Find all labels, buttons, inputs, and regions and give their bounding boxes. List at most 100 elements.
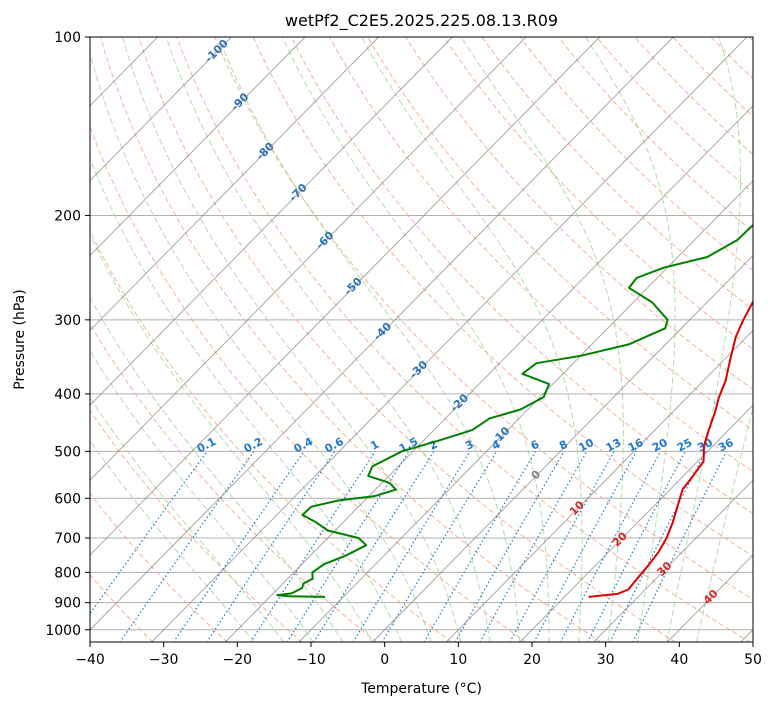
x-axis-ticks: −40 −30 −20 −10 0 10 20 30 40 50 (75, 642, 762, 668)
plot-frame (89, 36, 754, 643)
dry-adiabat (290, 37, 753, 515)
dry-adiabat (252, 37, 753, 557)
moist-adiabat (122, 37, 462, 642)
mixing-ratio-line (313, 450, 435, 642)
moist-adiabat (361, 37, 583, 642)
isotherm-line (90, 37, 674, 631)
y-tick-label: 400 (54, 387, 81, 403)
dry-adiabat (90, 409, 303, 642)
dry-adiabat (443, 37, 753, 350)
isotherm-line (298, 179, 753, 642)
moist-adiabat (90, 233, 373, 642)
mixing-ratio-label: 30 (695, 436, 715, 455)
isotherm-line (90, 37, 306, 257)
mixing-ratio-line (90, 450, 208, 615)
dry-adiabat (90, 229, 453, 642)
y-axis-label: Pressure (hPa) (12, 289, 28, 389)
isotherm-line (90, 37, 232, 182)
dry-adiabats (90, 37, 753, 642)
chart-title: wetPf2_C2E5.2025.225.08.13.R09 (285, 11, 558, 31)
x-tick-label: 10 (449, 652, 467, 668)
dewpoint-profile-line (276, 223, 753, 598)
y-tick-label: 200 (54, 208, 81, 224)
x-tick-label: 40 (670, 652, 688, 668)
mixing-ratio-label: 13 (604, 436, 624, 455)
moist-adiabat (666, 37, 741, 642)
dry-adiabat (214, 37, 753, 601)
dry-adiabat (328, 37, 753, 473)
y-axis-ticks: 100 200 300 400 500 600 700 800 900 1000 (45, 30, 90, 639)
x-tick-label: 50 (744, 652, 762, 668)
y-tick-label: 100 (54, 30, 81, 46)
isotherm-line (90, 37, 600, 556)
mixing-ratio-line (479, 451, 588, 642)
dry-adiabat (176, 37, 751, 642)
moist-adiabat (584, 37, 676, 642)
y-tick-label: 1000 (45, 623, 81, 639)
dry-adiabat (138, 37, 677, 642)
moist-adiabats (90, 37, 753, 642)
isotherm-line (445, 329, 753, 642)
isotherm-line (151, 37, 748, 642)
moist-adiabat (165, 37, 491, 642)
isotherm-line (90, 37, 527, 481)
mixing-ratio-line (119, 450, 255, 642)
moist-adiabat (90, 396, 285, 642)
isotherm-line (224, 105, 753, 642)
moist-adiabat (218, 37, 521, 642)
dry-adiabat (405, 37, 753, 391)
mixing-ratio-label: 25 (675, 436, 695, 455)
mixing-ratio-label: 16 (626, 436, 646, 455)
dry-adiabat (634, 37, 753, 156)
x-tick-label: −30 (149, 652, 179, 668)
y-tick-label: 700 (54, 531, 81, 547)
x-tick-label: −40 (75, 652, 105, 668)
isotherm-line (372, 254, 753, 642)
y-tick-label: 300 (54, 313, 81, 329)
mixing-ratio-label: 10 (576, 436, 596, 455)
dry-adiabat (481, 37, 753, 311)
x-tick-label: −20 (223, 652, 253, 668)
mixing-ratio-line (509, 451, 615, 642)
plot-area: -100-90-80-70-60-50-40-30-20-10010203040… (90, 37, 753, 642)
mixing-ratio-line (632, 451, 728, 642)
moist-adiabat (460, 37, 624, 642)
dry-adiabat (90, 125, 527, 642)
x-tick-label: 20 (523, 652, 541, 668)
x-tick-label: −10 (296, 652, 326, 668)
temperature-profile-line (588, 300, 753, 598)
moist-adiabat (90, 439, 255, 642)
dry-adiabat (558, 37, 753, 233)
mixing-ratio-line (533, 451, 637, 642)
y-tick-label: 800 (54, 565, 81, 581)
isotherm-line (90, 37, 453, 406)
x-tick-label: 0 (380, 652, 389, 668)
moist-adiabat (90, 296, 344, 642)
x-tick-label: 30 (597, 652, 615, 668)
mixing-ratio-line (454, 450, 565, 642)
dry-adiabat (367, 37, 753, 431)
moist-adiabat (90, 52, 432, 642)
mixing-ratio-line (423, 450, 537, 642)
moist-adiabat (281, 37, 550, 642)
dry-adiabat (596, 37, 753, 194)
mixing-ratio-label: 36 (716, 436, 736, 455)
mixing-ratio-line (381, 450, 498, 642)
y-tick-label: 900 (54, 596, 81, 612)
profile-series (276, 223, 753, 598)
isotherms (90, 37, 753, 642)
mixing-ratio-line (172, 450, 305, 642)
mixing-ratio-lines (90, 450, 728, 642)
isotherm-line (90, 37, 379, 331)
moist-adiabat (90, 349, 314, 642)
y-tick-label: 600 (54, 491, 81, 507)
dry-adiabat (100, 37, 602, 642)
dry-adiabat (90, 322, 378, 642)
isotherm-line (519, 404, 753, 642)
isotherm-line (593, 479, 753, 642)
x-axis-label: Temperature (°C) (360, 681, 482, 697)
mixing-ratio-label: 20 (650, 436, 670, 455)
y-tick-label: 500 (54, 444, 81, 460)
mixing-ratio-line (352, 450, 471, 642)
